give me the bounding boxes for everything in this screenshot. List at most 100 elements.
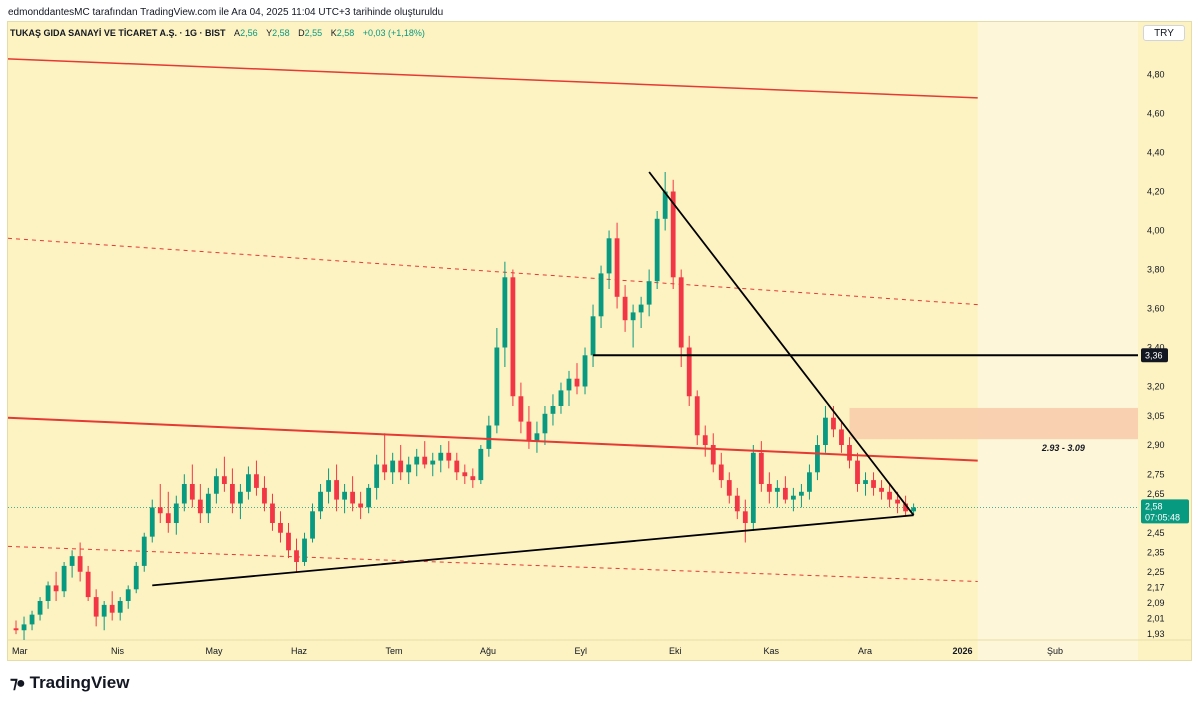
y-tick-label: 3,05 xyxy=(1147,411,1165,421)
candle-body xyxy=(262,487,267,504)
candle-body xyxy=(165,513,171,523)
resistance-trendline xyxy=(648,171,915,516)
y-tick-label: 4,20 xyxy=(1147,187,1165,197)
y-tick-label: 4,80 xyxy=(1147,70,1165,80)
candle-body xyxy=(302,538,307,562)
y-tick-label: 3,60 xyxy=(1147,304,1165,314)
candle-body xyxy=(766,484,772,492)
x-tick-label: Şub xyxy=(1047,646,1063,656)
candle-body xyxy=(742,511,748,523)
candle-body xyxy=(823,417,828,445)
candle-body xyxy=(13,628,19,631)
candle-body xyxy=(550,406,556,414)
countdown-label: 07:05:48 xyxy=(1145,512,1180,522)
y-tick-label: 2,25 xyxy=(1147,567,1165,577)
candle-body xyxy=(518,396,524,422)
candle-body xyxy=(598,273,604,317)
candle-body xyxy=(710,445,716,465)
zone-label: 2.93 - 3.09 xyxy=(1041,443,1085,453)
candle-body xyxy=(294,550,299,562)
candle-body xyxy=(382,464,388,473)
candle-body xyxy=(702,435,708,445)
legend-close-label: K xyxy=(330,28,337,38)
future-region xyxy=(977,22,1138,660)
candle-body xyxy=(29,614,35,625)
legend-high: 2,58 xyxy=(272,28,290,38)
candle-body xyxy=(326,480,331,492)
x-tick-label: Kas xyxy=(764,646,780,656)
level-label: 3,36 xyxy=(1145,350,1163,360)
level-label-box xyxy=(1141,348,1168,363)
candle-body xyxy=(654,218,660,282)
candle-body xyxy=(750,452,756,523)
candle-body xyxy=(478,448,484,481)
y-tick-label: 2,09 xyxy=(1147,598,1165,608)
candle-body xyxy=(863,480,868,484)
y-tick-label: 4,40 xyxy=(1147,148,1165,158)
candle-body xyxy=(782,487,788,500)
candle-body xyxy=(197,499,203,514)
legend-open: 2,56 xyxy=(240,28,258,38)
candle-body xyxy=(157,507,163,514)
candle-body xyxy=(855,460,860,484)
candle-body xyxy=(93,597,99,617)
x-tick-label: Ağu xyxy=(480,646,496,656)
candle-body xyxy=(342,491,347,500)
candle-body xyxy=(238,491,243,504)
candle-body xyxy=(53,585,59,592)
candle-body xyxy=(903,503,908,512)
y-tick-label: 4,00 xyxy=(1147,226,1165,236)
y-tick-label: 2,35 xyxy=(1147,547,1165,557)
candle-body xyxy=(438,452,444,461)
candle-body xyxy=(310,511,315,539)
candle-body xyxy=(726,480,732,496)
legend-close: 2,58 xyxy=(336,28,355,38)
candle-body xyxy=(286,532,291,551)
candle-body xyxy=(454,460,460,473)
candle-body xyxy=(582,355,588,387)
tradingview-logo[interactable]: ⁊● TradingView xyxy=(10,673,129,693)
candle-body xyxy=(213,476,219,494)
candle-body xyxy=(37,601,43,615)
x-tick-label: Nis xyxy=(111,646,124,656)
brand-name: TradingView xyxy=(29,673,130,692)
candle-body xyxy=(21,624,27,631)
candle-body xyxy=(390,460,396,473)
candle-body xyxy=(502,277,508,348)
candle-body xyxy=(398,460,404,473)
x-tick-label: 2026 xyxy=(953,646,973,656)
legend-symbol: TUKAŞ GIDA SANAYİ VE TİCARET A.Ş. · 1G ·… xyxy=(10,28,226,38)
candle-body xyxy=(574,378,580,387)
candle-body xyxy=(414,456,420,465)
candle-body xyxy=(181,484,187,504)
channel-lower-dashed xyxy=(7,545,978,582)
y-tick-label: 2,90 xyxy=(1147,440,1165,450)
candle-body xyxy=(117,601,123,613)
candle-body xyxy=(494,347,500,426)
x-tick-label: May xyxy=(206,646,224,656)
candle-body xyxy=(542,413,548,434)
candle-body xyxy=(446,452,452,461)
candle-body xyxy=(45,585,51,601)
candle-body xyxy=(221,476,227,484)
x-tick-label: Eki xyxy=(669,646,682,656)
y-tick-label: 3,40 xyxy=(1147,343,1165,353)
candle-body xyxy=(334,480,339,500)
candle-body xyxy=(254,474,259,488)
legend-open-label: A xyxy=(234,28,241,38)
candle-body xyxy=(662,191,668,219)
candle-body xyxy=(614,238,620,297)
candle-body xyxy=(734,495,740,512)
chart-legend: TUKAŞ GIDA SANAYİ VE TİCARET A.Ş. · 1G ·… xyxy=(10,28,425,38)
currency-selector[interactable]: TRY xyxy=(1143,25,1185,41)
candle-body xyxy=(374,464,380,488)
x-tick-label: Eyl xyxy=(575,646,588,656)
candle-body xyxy=(686,347,692,397)
candle-body xyxy=(430,460,436,465)
channel-top-line xyxy=(7,58,978,99)
candle-body xyxy=(774,487,780,492)
last-price-label: 2,58 xyxy=(1145,501,1163,511)
candle-body xyxy=(173,503,179,523)
candle-body xyxy=(807,472,812,492)
